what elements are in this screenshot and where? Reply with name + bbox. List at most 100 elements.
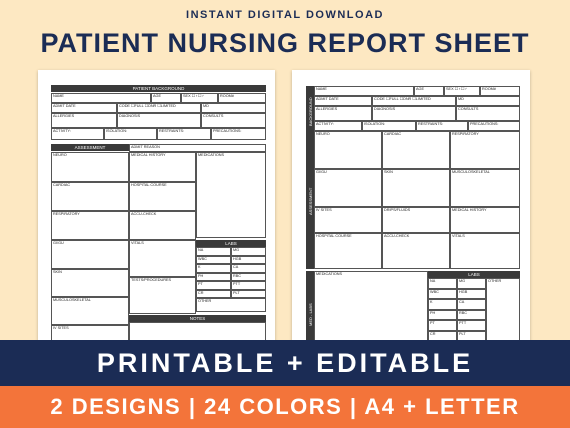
code-dnr: DNR	[148, 104, 157, 108]
skin-box: SKIN	[51, 269, 129, 297]
drips-fluids-box: DRIPS/FLUIDS	[382, 207, 450, 233]
isolation-field-2: ISOLATION:	[362, 121, 416, 131]
lab-cell: HGB	[231, 255, 266, 264]
sex-label-2: SEX	[446, 87, 454, 91]
lab-cell: PT	[428, 320, 457, 331]
lab-cell: PT	[196, 281, 231, 290]
notes-header: NOTES	[129, 315, 266, 322]
sheet-design-2: BACKGROUND ASSESSMENT MED - LABS NAME AG…	[292, 70, 530, 360]
tests-procedures-box: TESTS/PROCEDURES	[129, 277, 196, 314]
gi-gu-box: GI/GU	[51, 240, 129, 269]
lab-cell: NA	[196, 247, 231, 256]
lab-cell: RBC	[457, 309, 486, 320]
diagnosis-field-2: DIAGNOSIS	[372, 106, 456, 121]
consults-field-2: CONSULTS	[456, 106, 520, 121]
name-field-2: NAME	[314, 86, 414, 96]
lab-cell: PH	[196, 272, 231, 281]
vitals-box-2: VITALS	[450, 233, 520, 269]
precautions-field-2: PRECAUTIONS:	[468, 121, 520, 131]
code-dnr-2: DNR	[403, 97, 412, 101]
sheet-design-1: PATIENT BACKGROUND NAME AGE SEX ☐♀☐♂ ROO…	[38, 70, 275, 360]
lab-cell: CA	[231, 264, 266, 273]
assessment-header: ASSESSMENT	[51, 144, 129, 151]
lab-other-box: OTHER	[486, 278, 520, 341]
page-title: PATIENT NURSING REPORT SHEET	[40, 28, 530, 58]
allergies-field: ALLERGIES	[51, 113, 117, 128]
vitals-box: VITALS	[129, 240, 196, 277]
lab-cell: PTT	[231, 281, 266, 290]
code-full: FULL	[134, 104, 144, 108]
lab-cell: WBC	[196, 255, 231, 264]
cardiac-box-2: CARDIAC	[382, 131, 450, 169]
code-limited: LIMITED	[160, 104, 176, 108]
consults-field: CONSULTS	[201, 113, 266, 128]
labs-header: LABS	[196, 240, 266, 247]
code-field-2: CODE ☐FULL ☐DNR ☐LIMITED	[372, 96, 456, 106]
lab-cell: CR	[196, 289, 231, 298]
designs-colors-banner: 2 DESIGNS | 24 COLORS | A4 + LETTER	[0, 386, 570, 428]
sex-label: SEX	[183, 94, 191, 98]
code-limited-2: LIMITED	[415, 97, 431, 101]
code-label: CODE	[119, 104, 130, 108]
gi-gu-box-2: GI/GU	[314, 169, 382, 207]
respiratory-box: RESPIRATORY	[51, 211, 129, 240]
respiratory-box-2: RESPIRATORY	[450, 131, 520, 169]
age-field: AGE	[151, 93, 181, 103]
lab-cell: K	[196, 264, 231, 273]
background-side-label: BACKGROUND	[307, 97, 313, 126]
lab-cell: MG	[231, 247, 266, 256]
restraints-field-2: RESTRAINTS:	[416, 121, 468, 131]
accu-check-box: ACCU-CHECK	[129, 211, 196, 240]
code-label-2: CODE	[374, 97, 385, 101]
printable-editable-banner: PRINTABLE + EDITABLE	[0, 340, 570, 386]
lab-cell: NA	[428, 278, 457, 289]
sex-field: SEX ☐♀☐♂	[181, 93, 218, 103]
tagline: INSTANT DIGITAL DOWNLOAD	[186, 9, 384, 21]
medications-box: MEDICATIONS	[196, 152, 266, 238]
lab-cell: MG	[457, 278, 486, 289]
musculoskeletal-box: MUSCULOSKELETAL	[51, 297, 129, 325]
isolation-field: ISOLATION:	[104, 128, 157, 140]
med-labs-side-bar: MED - LABS	[306, 271, 314, 360]
name-field: NAME	[51, 93, 151, 103]
labs-header-2: LABS	[428, 271, 520, 278]
neuro-box: NEURO	[51, 152, 129, 182]
restraints-field: RESTRAINTS:	[157, 128, 211, 140]
musculoskeletal-box-2: MUSCULOSKELETAL	[450, 169, 520, 207]
skin-box-2: SKIN	[382, 169, 450, 207]
lab-cell: WBC	[428, 288, 457, 299]
medications-box-2: MEDICATIONS	[314, 271, 428, 360]
lab-cell: K	[428, 299, 457, 310]
activity-field: ACTIVITY:	[51, 128, 104, 140]
patient-background-header: PATIENT BACKGROUND	[51, 85, 266, 92]
lab-cell: HGB	[457, 288, 486, 299]
activity-field-2: ACTIVITY:	[314, 121, 362, 131]
background-side-bar: BACKGROUND	[306, 86, 314, 131]
admit-date-field: ADMIT DATE	[51, 103, 117, 113]
md-field: MD	[201, 103, 266, 113]
lab-cell: PTT	[457, 320, 486, 331]
age-field-2: AGE	[414, 86, 444, 96]
lab-cell: PH	[428, 309, 457, 320]
assessment-side-bar: ASSESSMENT	[306, 131, 314, 269]
assessment-side-label: ASSESSMENT	[307, 187, 313, 215]
med-labs-side-label: MED - LABS	[307, 303, 313, 326]
medical-history-box: MEDICAL HISTORY	[129, 152, 196, 182]
hospital-course-box-2: HOSPITAL COURSE	[314, 233, 382, 269]
allergies-field-2: ALLERGIES	[314, 106, 372, 121]
md-field-2: MD	[456, 96, 520, 106]
lab-cell: CA	[457, 299, 486, 310]
code-full-2: FULL	[389, 97, 399, 101]
accu-check-box-2: ACCU-CHECK	[382, 233, 450, 269]
hospital-course-box: HOSPITAL COURSE	[129, 182, 196, 211]
neuro-box-2: NEURO	[314, 131, 382, 169]
admit-date-field-2: ADMIT DATE	[314, 96, 372, 106]
iv-sites-box-2: IV SITES	[314, 207, 382, 233]
lab-other-box: OTHER	[196, 298, 266, 312]
precautions-field: PRECAUTIONS:	[211, 128, 266, 140]
room-field-2: ROOM#	[480, 86, 520, 96]
medical-history-box-2: MEDICAL HISTORY	[450, 207, 520, 233]
code-field: CODE ☐FULL ☐DNR ☐LIMITED	[117, 103, 201, 113]
diagnosis-field: DIAGNOSIS	[117, 113, 201, 128]
sex-field-2: SEX ☐♀☐♂	[444, 86, 480, 96]
